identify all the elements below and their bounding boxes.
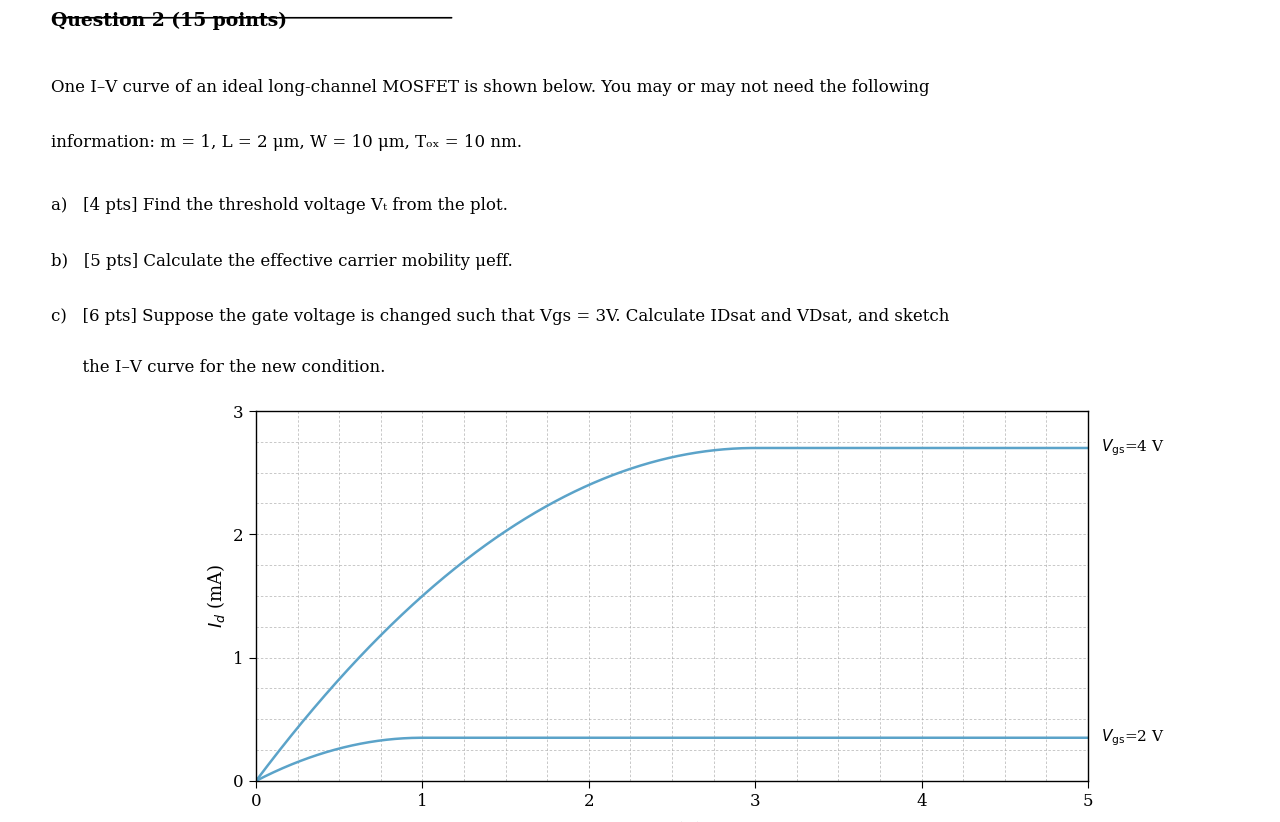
- X-axis label: $V_{\rm ds}$ (V): $V_{\rm ds}$ (V): [641, 819, 703, 822]
- Text: $V_{\rm gs}$=4 V: $V_{\rm gs}$=4 V: [1101, 437, 1165, 459]
- Text: One I–V curve of an ideal long-channel MOSFET is shown below. You may or may not: One I–V curve of an ideal long-channel M…: [51, 79, 929, 96]
- Text: b)   [5 pts] Calculate the effective carrier mobility μeff.: b) [5 pts] Calculate the effective carri…: [51, 252, 513, 270]
- Text: a)   [4 pts] Find the threshold voltage Vₜ from the plot.: a) [4 pts] Find the threshold voltage Vₜ…: [51, 197, 508, 215]
- Text: information: m = 1, L = 2 μm, W = 10 μm, Tₒₓ = 10 nm.: information: m = 1, L = 2 μm, W = 10 μm,…: [51, 134, 522, 151]
- Text: $V_{\rm gs}$=2 V: $V_{\rm gs}$=2 V: [1101, 727, 1165, 748]
- Text: the I–V curve for the new condition.: the I–V curve for the new condition.: [51, 359, 385, 376]
- Y-axis label: $I_d$ (mA): $I_d$ (mA): [205, 564, 228, 628]
- Text: c)   [6 pts] Suppose the gate voltage is changed such that Vgs = 3V. Calculate I: c) [6 pts] Suppose the gate voltage is c…: [51, 307, 950, 325]
- Text: Question 2 (15 points): Question 2 (15 points): [51, 12, 287, 30]
